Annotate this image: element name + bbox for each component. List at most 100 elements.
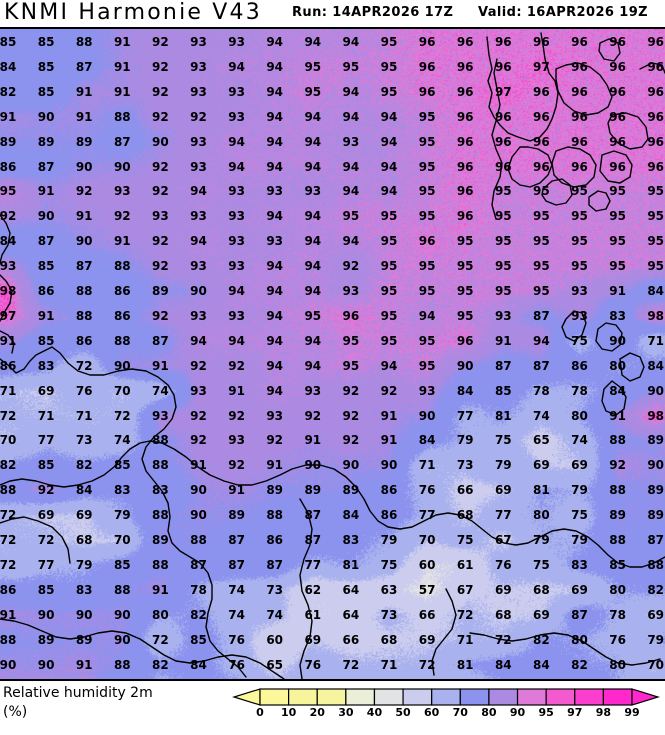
grid-value: 93: [190, 59, 207, 74]
grid-value: 93: [342, 134, 360, 149]
grid-value: 98: [0, 284, 17, 298]
grid-value: 91: [0, 109, 17, 124]
colorbar-cell[interactable]: [488, 688, 519, 706]
grid-value: 76: [494, 557, 512, 572]
grid-value: 95: [456, 308, 474, 323]
colorbar-tick-label: 20: [309, 706, 325, 719]
grid-value: 95: [609, 234, 626, 249]
grid-value: 86: [380, 508, 398, 523]
legend-panel: Relative humidity 2m (%) 0 10 20 30 40 50 60 70…: [0, 683, 665, 735]
grid-value: 94: [304, 234, 322, 249]
grid-value: 68: [494, 607, 512, 622]
grid-value: 90: [456, 358, 474, 373]
grid-value: 94: [342, 84, 360, 99]
colorbar-tick-label: 97: [567, 706, 583, 719]
grid-value: 96: [456, 59, 474, 74]
grid-value: 98: [647, 408, 665, 423]
grid-value: 77: [418, 508, 436, 523]
colorbar-cell[interactable]: [259, 688, 290, 706]
grid-value: 96: [494, 134, 512, 149]
grid-value: 82: [190, 607, 207, 622]
grid-value: 71: [0, 383, 17, 398]
grid-value: 87: [113, 134, 131, 149]
grid-value: 78: [190, 582, 207, 597]
grid-value: 90: [37, 607, 55, 622]
grid-value: 85: [113, 458, 131, 473]
grid-value: 95: [533, 259, 550, 274]
grid-value: 95: [380, 234, 398, 249]
grid-value: 90: [647, 458, 665, 473]
grid-value: 88: [0, 483, 17, 498]
grid-value: 93: [190, 159, 207, 174]
colorbar-cell[interactable]: [516, 688, 547, 706]
colorbar-cell[interactable]: [316, 688, 347, 706]
grid-value: 79: [494, 458, 512, 473]
grid-value: 95: [0, 184, 17, 199]
grid-value: 84: [0, 59, 17, 74]
grid-value: 88: [113, 333, 131, 348]
colorbar[interactable]: 0 10 20 30 40 50 60 70 80 90 95 97 98 99: [231, 687, 661, 719]
colorbar-cell[interactable]: [574, 688, 604, 706]
grid-value: 69: [75, 508, 93, 523]
grid-value: 89: [152, 284, 169, 298]
grid-value: 94: [266, 159, 284, 174]
colorbar-cell[interactable]: [545, 688, 576, 706]
grid-value: 88: [609, 533, 626, 547]
grid-value: 93: [152, 209, 169, 224]
grid-value: 88: [609, 483, 626, 498]
grid-value: 69: [418, 632, 436, 647]
grid-value: 88: [75, 284, 93, 298]
grid-value: 95: [456, 259, 474, 274]
grid-value: 92: [304, 408, 322, 423]
map-panel[interactable]: 85 85 88 91 92 93 93 94 94 94 95 96 96 96 96 96 96 96 97 97…: [0, 27, 665, 681]
grid-value: 74: [228, 607, 245, 622]
grid-value: 87: [228, 557, 245, 572]
grid-value: 94: [266, 209, 284, 224]
grid-value: 85: [0, 35, 17, 49]
grid-value: 92: [342, 433, 360, 448]
colorbar-cell[interactable]: [345, 688, 376, 706]
grid-value: 95: [647, 184, 665, 199]
grid-value: 79: [75, 557, 93, 572]
grid-value: 74: [571, 433, 588, 448]
grid-value: 93: [228, 35, 245, 49]
grid-value: 93: [494, 308, 512, 323]
grid-value: 94: [380, 109, 398, 124]
grid-value: 90: [380, 458, 398, 473]
grid-value: 95: [533, 184, 550, 199]
grid-value: 91: [75, 209, 93, 224]
grid-value: 86: [75, 333, 93, 348]
grid-value: 90: [418, 408, 436, 423]
valid-time-label: Valid: 16APR2026 19Z: [478, 5, 648, 20]
grid-value: 94: [304, 109, 322, 124]
grid-value: 96: [342, 308, 360, 323]
grid-value: 85: [609, 557, 626, 572]
grid-value: 68: [533, 582, 550, 597]
grid-value: 95: [571, 184, 588, 199]
grid-value: 69: [494, 483, 512, 498]
grid-value: 95: [418, 284, 436, 298]
grid-value: 94: [342, 184, 360, 199]
grid-value: 96: [494, 35, 512, 49]
colorbar-cell[interactable]: [602, 688, 633, 706]
grid-value: 77: [494, 508, 512, 523]
grid-value: 94: [418, 308, 436, 323]
colorbar-cell[interactable]: [373, 688, 404, 706]
grid-value: 91: [75, 84, 93, 99]
grid-value: 87: [37, 234, 55, 249]
colorbar-cell[interactable]: [431, 688, 461, 706]
grid-value: 69: [304, 632, 322, 647]
grid-value: 94: [342, 159, 360, 174]
grid-value: 92: [152, 59, 169, 74]
colorbar-cell[interactable]: [288, 688, 318, 706]
colorbar-cell[interactable]: [459, 688, 490, 706]
map-canvas: 85 85 88 91 92 93 93 94 94 94 95 96 96 96 96 96 96 96 97 97…: [0, 29, 665, 679]
grid-value: 88: [152, 557, 169, 572]
grid-value: 95: [647, 234, 665, 249]
grid-value: 86: [0, 582, 17, 597]
grid-value: 93: [228, 259, 245, 274]
colorbar-cell[interactable]: [402, 688, 433, 706]
grid-value: 63: [380, 582, 398, 597]
grid-value: 93: [304, 184, 322, 199]
grid-value: 69: [37, 383, 55, 398]
